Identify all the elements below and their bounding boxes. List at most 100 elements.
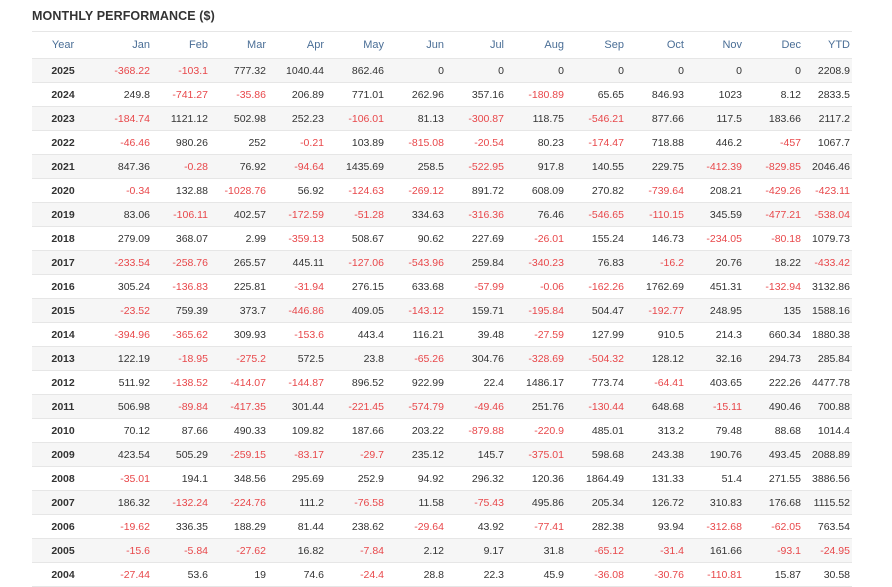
year-cell: 2011 [32, 394, 94, 419]
month-cell: 249.8 [94, 82, 152, 107]
month-cell: 718.88 [626, 130, 686, 155]
month-cell: 109.82 [268, 418, 326, 443]
month-cell: 118.75 [506, 106, 566, 131]
year-cell: 2020 [32, 178, 94, 203]
ytd-cell: 2208.9 [803, 58, 852, 83]
month-cell: 313.2 [626, 418, 686, 443]
month-cell: 80.23 [506, 130, 566, 155]
month-cell: 238.62 [326, 514, 386, 539]
month-cell: 271.55 [744, 466, 803, 491]
month-cell: 877.66 [626, 106, 686, 131]
month-cell: 145.7 [446, 442, 506, 467]
month-cell: -65.12 [566, 538, 626, 563]
column-header-apr: Apr [268, 32, 326, 59]
month-cell: 76.46 [506, 202, 566, 227]
column-header-sep: Sep [566, 32, 626, 59]
month-cell: 76.83 [566, 250, 626, 275]
table-row: 2006 -19.62 336.35 188.29 81.44 238.62 -29.64 4… [32, 514, 852, 539]
year-cell: 2008 [32, 466, 94, 491]
month-cell: 205.34 [566, 490, 626, 515]
table-row: 2022 -46.46 980.26 252 -0.21 103.89 -815.08 -20… [32, 130, 852, 155]
month-cell: -269.12 [386, 178, 446, 203]
month-cell: 187.66 [326, 418, 386, 443]
table-row: 2009 423.54 505.29 -259.15 -83.17 -29.7 235.12… [32, 442, 852, 467]
month-cell: 194.1 [152, 466, 210, 491]
month-cell: 45.9 [506, 562, 566, 587]
month-cell: -312.68 [686, 514, 744, 539]
month-cell: 9.17 [446, 538, 506, 563]
month-cell: 74.6 [268, 562, 326, 587]
table-row: 2007 186.32 -132.24 -224.76 111.2 -76.58 11.58… [32, 490, 852, 515]
month-cell: 2.12 [386, 538, 446, 563]
month-cell: -15.6 [94, 538, 152, 563]
column-header-ytd: YTD [803, 32, 852, 59]
month-cell: -106.01 [326, 106, 386, 131]
ytd-cell: 3132.86 [803, 274, 852, 299]
month-cell: -574.79 [386, 394, 446, 419]
month-cell: 22.4 [446, 370, 506, 395]
month-cell: -259.15 [210, 442, 268, 467]
year-cell: 2016 [32, 274, 94, 299]
month-cell: 259.84 [446, 250, 506, 275]
month-cell: -23.52 [94, 298, 152, 323]
month-cell: 258.5 [386, 154, 446, 179]
month-cell: -0.28 [152, 154, 210, 179]
column-header-mar: Mar [210, 32, 268, 59]
month-cell: -76.58 [326, 490, 386, 515]
month-cell: 304.76 [446, 346, 506, 371]
month-cell: 348.56 [210, 466, 268, 491]
month-cell: 222.26 [744, 370, 803, 395]
ytd-cell: 1115.52 [803, 490, 852, 515]
month-cell: -815.08 [386, 130, 446, 155]
month-cell: -62.05 [744, 514, 803, 539]
month-cell: 122.19 [94, 346, 152, 371]
month-cell: 161.66 [686, 538, 744, 563]
month-cell: 206.89 [268, 82, 326, 107]
month-cell: 252.9 [326, 466, 386, 491]
month-cell: 128.12 [626, 346, 686, 371]
month-cell: 891.72 [446, 178, 506, 203]
month-cell: 511.92 [94, 370, 152, 395]
month-cell: 214.3 [686, 322, 744, 347]
month-cell: 922.99 [386, 370, 446, 395]
month-cell: 1040.44 [268, 58, 326, 83]
month-cell: 183.66 [744, 106, 803, 131]
month-cell: 83.06 [94, 202, 152, 227]
month-cell: 660.34 [744, 322, 803, 347]
month-cell: 373.7 [210, 298, 268, 323]
month-cell: 309.93 [210, 322, 268, 347]
month-cell: -49.46 [446, 394, 506, 419]
month-cell: -300.87 [446, 106, 506, 131]
year-cell: 2019 [32, 202, 94, 227]
month-cell: -153.6 [268, 322, 326, 347]
month-cell: -180.89 [506, 82, 566, 107]
month-cell: 131.33 [626, 466, 686, 491]
ytd-cell: 285.84 [803, 346, 852, 371]
year-cell: 2018 [32, 226, 94, 251]
month-cell: -414.07 [210, 370, 268, 395]
table-row: 2024 249.8 -741.27 -35.86 206.89 771.01 262.96… [32, 82, 852, 107]
column-header-aug: Aug [506, 32, 566, 59]
month-cell: -477.21 [744, 202, 803, 227]
month-cell: -64.41 [626, 370, 686, 395]
ytd-cell: 1079.73 [803, 226, 852, 251]
year-cell: 2007 [32, 490, 94, 515]
table-row: 2023 -184.74 1121.12 502.98 252.23 -106.01 81.… [32, 106, 852, 131]
month-cell: -233.54 [94, 250, 152, 275]
month-cell: -5.84 [152, 538, 210, 563]
year-cell: 2017 [32, 250, 94, 275]
month-cell: 0 [446, 58, 506, 83]
month-cell: 504.47 [566, 298, 626, 323]
ytd-cell: 3886.56 [803, 466, 852, 491]
ytd-cell: -423.11 [803, 178, 852, 203]
month-cell: -132.24 [152, 490, 210, 515]
month-cell: 270.82 [566, 178, 626, 203]
ytd-cell: 30.58 [803, 562, 852, 587]
month-cell: -368.22 [94, 58, 152, 83]
month-cell: 248.95 [686, 298, 744, 323]
month-cell: 225.81 [210, 274, 268, 299]
month-cell: -83.17 [268, 442, 326, 467]
month-cell: 598.68 [566, 442, 626, 467]
month-cell: -29.7 [326, 442, 386, 467]
column-header-year: Year [32, 32, 94, 59]
